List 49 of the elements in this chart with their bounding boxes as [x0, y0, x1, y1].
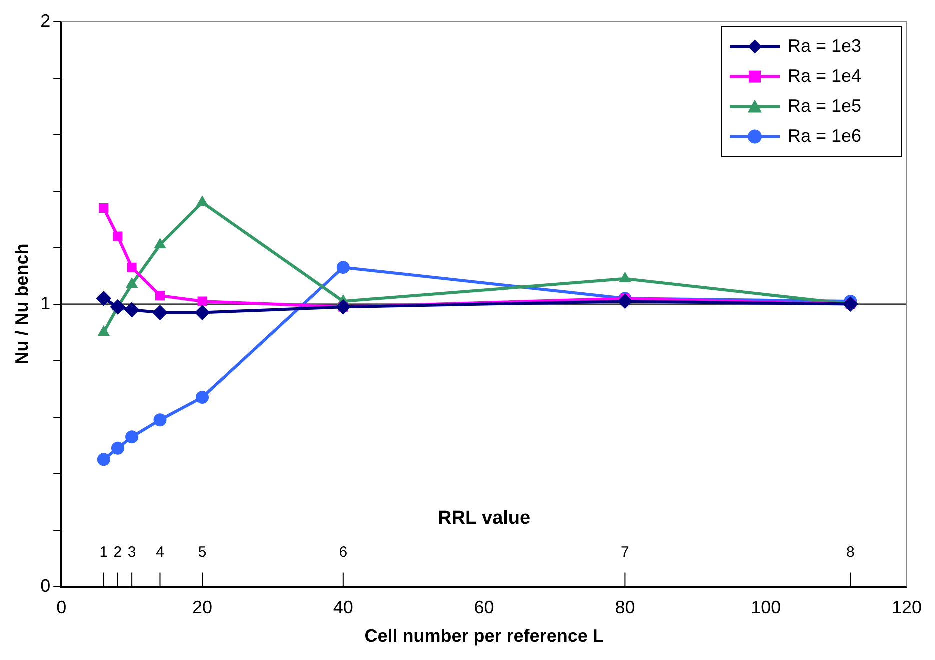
point: [198, 296, 208, 306]
point: [336, 261, 350, 274]
annotation: RRL value: [438, 508, 531, 530]
legend-label: Ra = 1e5: [788, 96, 862, 116]
annotation: 3: [128, 544, 136, 561]
legend-label: Ra = 1e4: [788, 66, 862, 86]
point: [113, 232, 123, 242]
x-tick-label: 40: [333, 598, 354, 618]
annotation: 4: [156, 544, 164, 561]
y-tick-label: 0: [40, 576, 51, 596]
point: [620, 272, 631, 282]
x-tick-label: 20: [192, 598, 213, 618]
x-tick-label: 0: [56, 598, 67, 618]
point: [110, 300, 126, 315]
annotation: 6: [339, 544, 348, 561]
x-tick-label: 120: [892, 598, 922, 618]
point: [111, 442, 124, 455]
point: [195, 305, 210, 320]
legend-label: Ra = 1e6: [788, 126, 862, 146]
point: [97, 453, 110, 466]
point: [155, 291, 165, 301]
x-tick-label: 100: [751, 598, 782, 618]
point: [152, 305, 168, 320]
annotation: 2: [114, 544, 122, 561]
point: [124, 302, 140, 318]
point: [154, 238, 166, 248]
point: [154, 414, 167, 427]
y-tick-label: 1: [40, 293, 51, 314]
legend-label: Ra = 1e3: [788, 36, 862, 56]
y-axis-title: Nu / Nu bench: [12, 244, 32, 365]
point: [336, 300, 351, 315]
point: [196, 196, 208, 206]
x-axis-title: Cell number per reference L: [364, 626, 604, 646]
point: [99, 204, 109, 213]
y-tick-label: 2: [40, 10, 51, 31]
point: [96, 291, 112, 306]
annotation: 7: [621, 544, 630, 561]
point: [127, 262, 137, 272]
point: [196, 391, 210, 404]
point: [98, 326, 110, 336]
annotation: 1: [100, 544, 108, 561]
x-tick-label: 80: [615, 598, 636, 618]
point: [618, 294, 633, 309]
annotation: 5: [198, 544, 207, 561]
point: [126, 278, 138, 288]
point: [126, 430, 139, 444]
x-tick-label: 60: [474, 598, 494, 618]
annotation: 8: [846, 544, 855, 561]
point: [843, 296, 858, 312]
